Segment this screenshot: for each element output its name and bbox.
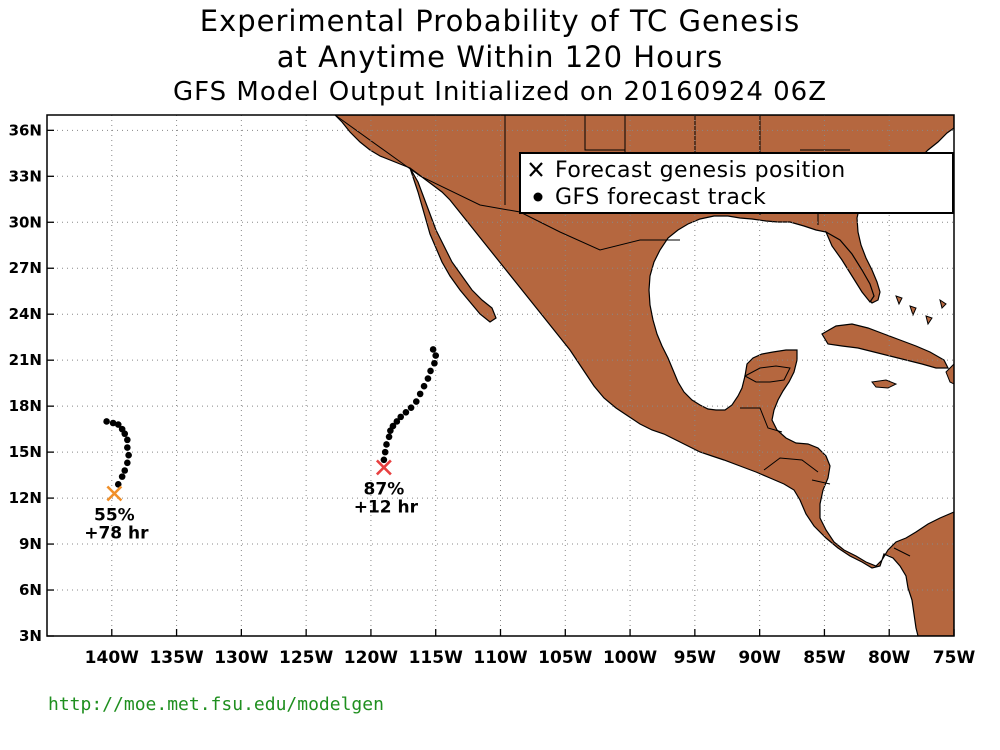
x-tick-label: 80W bbox=[868, 648, 911, 668]
landmass-americas bbox=[334, 115, 954, 636]
land-layer bbox=[334, 115, 954, 636]
dot-icon bbox=[533, 192, 543, 202]
x-tick-label: 140W bbox=[85, 648, 139, 668]
track-point bbox=[380, 456, 388, 464]
track-point bbox=[109, 419, 117, 427]
latitude-axis: 36N 33N 30N 27N 24N 21N 18N 15N 12N 9N 6N 3N bbox=[9, 121, 54, 645]
track-point bbox=[420, 382, 428, 390]
track-point bbox=[114, 421, 122, 428]
forecast-tracks bbox=[103, 346, 440, 488]
track-point bbox=[393, 418, 401, 425]
y-tick-label: 27N bbox=[9, 259, 42, 277]
track-point bbox=[114, 480, 122, 488]
x-tick-label: 85W bbox=[803, 648, 846, 668]
x-tick-label: 115W bbox=[409, 648, 463, 668]
x-tick-label: 75W bbox=[933, 648, 976, 668]
y-tick-label: 15N bbox=[9, 443, 42, 461]
track-point bbox=[124, 459, 131, 467]
y-tick-label: 3N bbox=[19, 627, 42, 645]
title-line-2: at Anytime Within 120 Hours bbox=[276, 40, 724, 74]
legend-box bbox=[519, 152, 954, 214]
track-point bbox=[427, 367, 434, 375]
track-point bbox=[381, 448, 389, 456]
genesis-marker-x-icon bbox=[375, 459, 392, 476]
landmass-jamaica bbox=[871, 379, 898, 389]
track-point bbox=[125, 451, 132, 459]
landmass-hispaniola bbox=[945, 363, 954, 385]
y-tick-label: 36N bbox=[9, 121, 42, 139]
track-point bbox=[124, 444, 131, 451]
title-line-3: GFS Model Output Initialized on 20160924… bbox=[172, 77, 828, 107]
y-tick-label: 30N bbox=[9, 213, 42, 231]
track-point bbox=[383, 441, 390, 448]
track-point bbox=[118, 425, 126, 433]
x-tick-label: 110W bbox=[473, 648, 527, 668]
track-point bbox=[118, 473, 126, 480]
genesis-probability-label: 55% bbox=[94, 505, 135, 525]
track-point bbox=[389, 422, 397, 430]
legend-track-label: GFS forecast track bbox=[555, 185, 766, 210]
bahamas-islands bbox=[895, 295, 947, 326]
x-tick-label: 105W bbox=[538, 648, 592, 668]
genesis-marker-stroke bbox=[375, 459, 392, 476]
plot-frame bbox=[46, 114, 955, 637]
legend-genesis-label: Forecast genesis position bbox=[555, 158, 846, 183]
genesis-probability-label: 87% bbox=[364, 479, 405, 499]
x-tick-label: 125W bbox=[279, 648, 333, 668]
y-tick-label: 24N bbox=[9, 305, 42, 323]
track-point bbox=[103, 418, 110, 425]
y-tick-label: 18N bbox=[9, 397, 42, 415]
x-tick-label: 100W bbox=[603, 648, 657, 668]
track-point bbox=[432, 352, 440, 359]
track-point bbox=[416, 390, 424, 398]
x-tick-label: 120W bbox=[344, 648, 398, 668]
genesis-marker-stroke bbox=[106, 485, 123, 502]
track-point bbox=[412, 398, 420, 405]
track-point bbox=[431, 359, 438, 367]
landmass-yucatan bbox=[743, 365, 791, 383]
x-tick-label: 90W bbox=[738, 648, 781, 668]
genesis-lead-time-label: +12 hr bbox=[354, 497, 419, 517]
genesis-markers: 87%+12 hr 55%+78 hr bbox=[84, 459, 419, 543]
x-tick-label: 135W bbox=[149, 648, 203, 668]
track-point bbox=[402, 408, 410, 416]
track-point bbox=[407, 404, 415, 411]
track-point bbox=[397, 413, 405, 421]
track-point bbox=[124, 436, 131, 444]
landmass-cuba bbox=[821, 323, 949, 369]
x-tick-label: 95W bbox=[674, 648, 717, 668]
source-url[interactable]: http://moe.met.fsu.edu/modelgen bbox=[48, 694, 384, 715]
genesis-lead-time-label: +78 hr bbox=[84, 523, 149, 543]
legend: Forecast genesis position GFS forecast t… bbox=[519, 152, 954, 214]
y-tick-label: 9N bbox=[19, 535, 42, 553]
track-point bbox=[424, 375, 432, 382]
track-point bbox=[429, 346, 437, 353]
title-line-1: Experimental Probability of TC Genesis bbox=[199, 4, 801, 38]
x-tick-label: 130W bbox=[214, 648, 268, 668]
cross-icon bbox=[529, 162, 543, 177]
longitude-axis: 140W 135W 130W 125W 120W 115W 110W 105W 100W 95W 9… bbox=[85, 629, 976, 668]
y-tick-label: 21N bbox=[9, 351, 42, 369]
landmass-florida bbox=[824, 230, 875, 304]
track-point bbox=[385, 433, 393, 441]
track-point bbox=[121, 467, 129, 474]
genesis-marker-x-icon bbox=[106, 485, 123, 502]
y-tick-label: 33N bbox=[9, 167, 42, 185]
y-tick-label: 6N bbox=[19, 581, 42, 599]
y-tick-label: 12N bbox=[9, 489, 42, 507]
